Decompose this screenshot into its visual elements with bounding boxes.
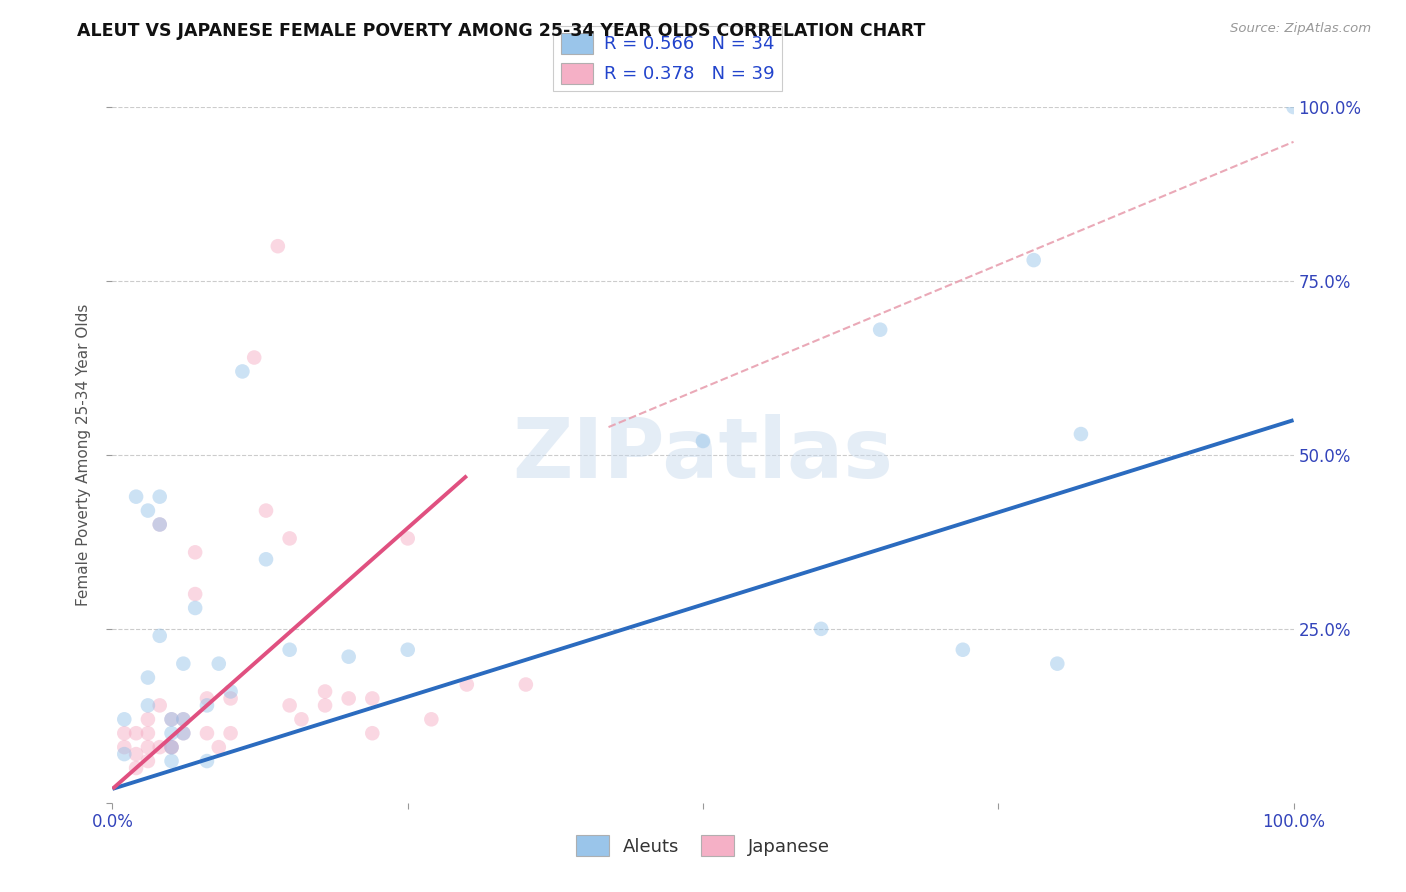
Point [149,629,172,643]
Point [290,712,312,726]
Point [195,691,218,706]
Point [810,622,832,636]
Point [337,691,360,706]
Point [172,726,194,740]
Y-axis label: Female Poverty Among 25-34 Year Olds: Female Poverty Among 25-34 Year Olds [76,304,91,606]
Point [278,698,301,713]
Point [195,698,218,713]
Text: ZIPatlas: ZIPatlas [513,415,893,495]
Point [267,239,290,253]
Point [160,740,183,755]
Point [195,726,218,740]
Point [136,740,159,755]
Point [361,726,384,740]
Point [160,740,183,755]
Text: Source: ZipAtlas.com: Source: ZipAtlas.com [1230,22,1371,36]
Point [184,587,207,601]
Point [869,323,891,337]
Point [136,503,159,517]
Point [208,657,231,671]
Point [243,351,266,365]
Point [149,517,172,532]
Point [125,747,148,761]
Point [184,545,207,559]
Point [952,642,974,657]
Point [112,712,135,726]
Point [1046,657,1069,671]
Point [420,712,443,726]
Legend: Aleuts, Japanese: Aleuts, Japanese [569,828,837,863]
Point [172,726,194,740]
Point [278,642,301,657]
Point [337,649,360,664]
Point [1070,427,1092,442]
Point [160,712,183,726]
Point [136,726,159,740]
Point [208,740,231,755]
Point [112,740,135,755]
Point [231,364,253,378]
Point [254,552,277,566]
Point [149,490,172,504]
Point [219,691,242,706]
Point [149,740,172,755]
Point [112,726,135,740]
Point [314,698,336,713]
Point [136,671,159,685]
Point [160,754,183,768]
Point [125,726,148,740]
Point [112,747,135,761]
Point [172,712,194,726]
Text: ALEUT VS JAPANESE FEMALE POVERTY AMONG 25-34 YEAR OLDS CORRELATION CHART: ALEUT VS JAPANESE FEMALE POVERTY AMONG 2… [77,22,925,40]
Point [1022,253,1045,268]
Point [149,517,172,532]
Point [396,532,419,546]
Point [125,490,148,504]
Point [254,503,277,517]
Point [456,677,478,691]
Point [160,712,183,726]
Point [125,761,148,775]
Point [136,698,159,713]
Point [136,754,159,768]
Point [184,601,207,615]
Point [136,712,159,726]
Point [278,532,301,546]
Point [515,677,537,691]
Point [149,698,172,713]
Point [160,726,183,740]
Point [172,712,194,726]
Point [361,691,384,706]
Point [160,740,183,755]
Point [396,642,419,657]
Point [314,684,336,698]
Point [692,434,714,448]
Point [219,726,242,740]
Point [195,754,218,768]
Point [1282,100,1305,114]
Point [172,657,194,671]
Point [219,684,242,698]
